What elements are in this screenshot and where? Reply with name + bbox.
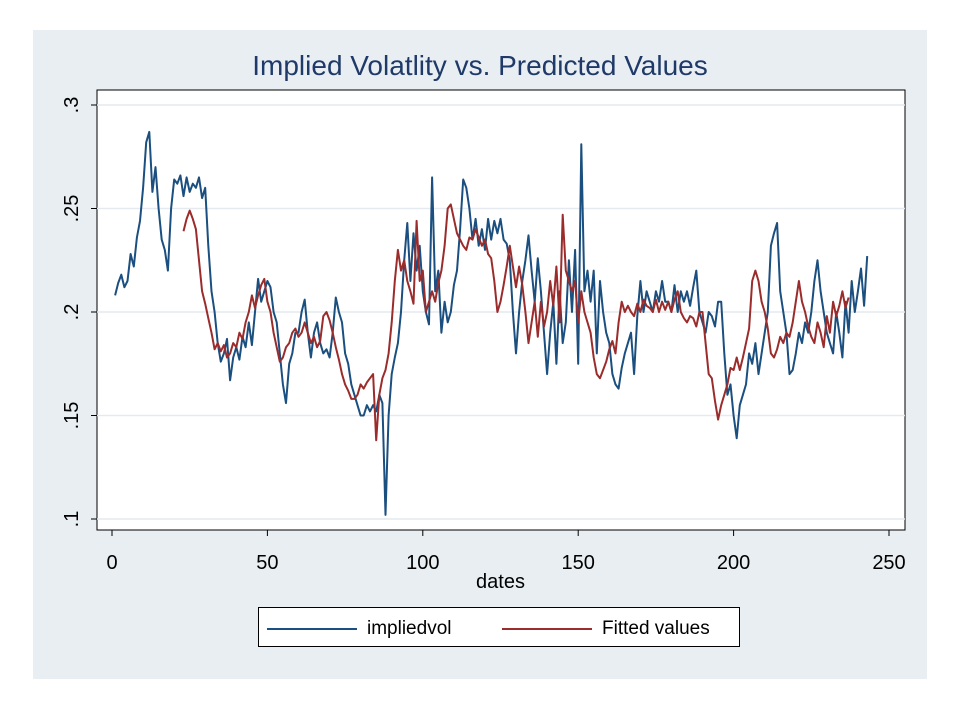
x-tick-label: 200	[717, 552, 750, 574]
y-tick-label: .3	[61, 97, 83, 114]
x-tick-label: 250	[872, 552, 905, 574]
chart-title: Implied Volatlity vs. Predicted Values	[252, 50, 708, 81]
axes: .1 .15 .2 .25 .3 0 50 100 150 200 250 dates	[61, 97, 906, 593]
x-tick-label: 150	[562, 552, 595, 574]
x-axis-title: dates	[476, 571, 525, 593]
x-tick-label: 50	[256, 552, 278, 574]
gridlines	[97, 104, 905, 520]
y-tick-label: .1	[61, 511, 83, 528]
legend-item-impliedvol: impliedvol	[267, 618, 451, 640]
y-tick-label: .2	[61, 304, 83, 321]
legend-swatch-fitted-values	[502, 628, 592, 630]
legend-label-fitted-values: Fitted values	[602, 618, 710, 639]
legend-swatch-impliedvol	[267, 628, 357, 630]
y-tick-label: .15	[61, 402, 83, 430]
series-layer	[114, 130, 869, 516]
legend-label-impliedvol: impliedvol	[367, 618, 452, 639]
legend: impliedvol Fitted values	[258, 607, 740, 647]
x-tick-label: 0	[106, 552, 117, 574]
series-line-impliedvol	[114, 130, 869, 516]
plot-background	[96, 89, 906, 531]
series-line-fitted-values	[182, 203, 850, 442]
y-tick-label: .25	[61, 195, 83, 223]
x-tick-label: 100	[406, 552, 439, 574]
legend-item-fitted-values: Fitted values	[502, 618, 710, 640]
